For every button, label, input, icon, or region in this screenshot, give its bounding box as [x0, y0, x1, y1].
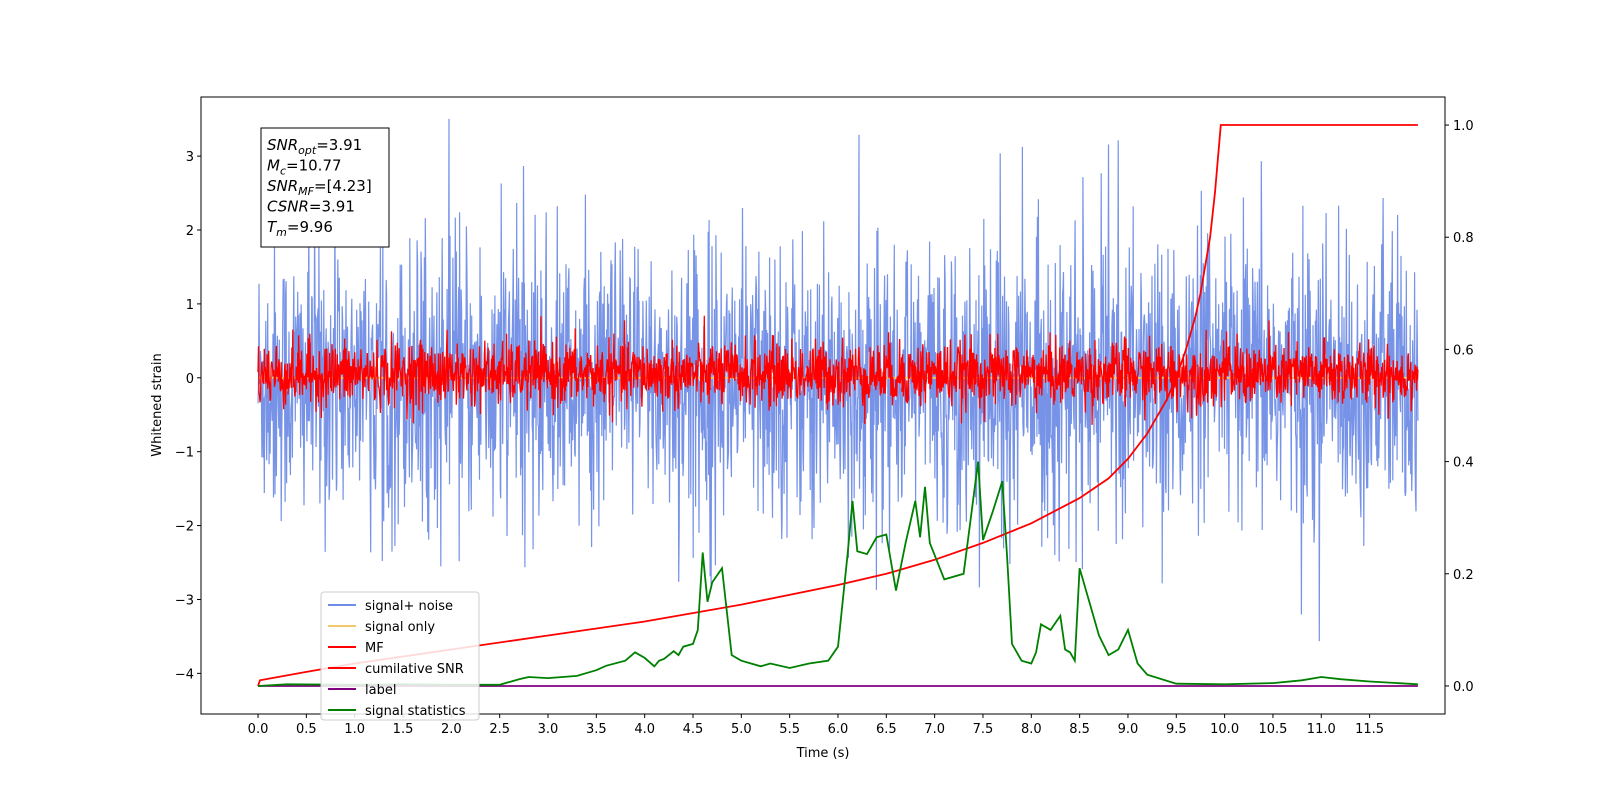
info-line: SNRMF=[4.23] — [267, 177, 372, 198]
legend-frame — [320, 591, 480, 721]
x-tick-label: 2.0 — [441, 722, 462, 737]
x-tick-label: 4.0 — [634, 722, 655, 737]
x-tick-label: 6.0 — [828, 722, 849, 737]
legend: signal+ noise signal only MF cumilative SNR… — [320, 591, 480, 721]
x-tick-label: 0.0 — [248, 722, 269, 737]
y-axis-label: Whitened strain — [150, 353, 165, 456]
y2-tick-label: 0.4 — [1453, 456, 1474, 471]
x-tick-label: 6.5 — [876, 722, 897, 737]
legend-label: label — [365, 683, 396, 698]
y2-tick-label: 0.6 — [1453, 343, 1474, 358]
y-tick-label: 2 — [186, 224, 194, 239]
x-tick-label: 11.5 — [1355, 722, 1384, 737]
y-tick-label: −2 — [175, 520, 194, 535]
series-cumilative-snr — [257, 124, 1418, 687]
x-tick-label: 5.0 — [731, 722, 752, 737]
y2-tick-label: 0.0 — [1453, 680, 1474, 695]
x-tick-label: 2.5 — [489, 722, 510, 737]
x-tick-label: 3.5 — [586, 722, 607, 737]
series-signal-statistics — [257, 461, 1418, 687]
x-tick-label: 8.0 — [1021, 722, 1042, 737]
y2-tick-label: 0.8 — [1453, 231, 1474, 246]
legend-label: signal only — [365, 620, 435, 635]
y2-tick-label: 1.0 — [1453, 119, 1474, 134]
y2-tick-label: 0.2 — [1453, 568, 1474, 583]
info-annotation: SNRopt=3.91Mc=10.77SNRMF=[4.23]CSNR=3.91… — [260, 127, 390, 248]
y-tick-label: 1 — [186, 298, 194, 313]
x-tick-label: 3.0 — [538, 722, 559, 737]
data-layer — [257, 118, 1419, 687]
y-tick-label: −1 — [175, 446, 194, 461]
y-tick-label: 3 — [186, 150, 194, 165]
y-tick-label: 0 — [186, 372, 194, 387]
info-box-frame — [260, 127, 390, 248]
info-line: Mc=10.77 — [267, 157, 342, 178]
x-tick-label: 7.5 — [973, 722, 994, 737]
x-tick-label: 7.0 — [924, 722, 945, 737]
info-line: CSNR=3.91 — [267, 198, 355, 216]
info-line: Tm=9.96 — [267, 218, 333, 239]
legend-label: MF — [365, 641, 384, 656]
legend-label: signal+ noise — [365, 599, 453, 614]
x-tick-label: 11.0 — [1307, 722, 1336, 737]
x-tick-label: 8.5 — [1069, 722, 1090, 737]
x-axis: 0.0 0.5 1.0 1.5 2.0 2.5 3.0 3.5 4.0 4.5 5.0 5.5 6.0 6… — [248, 714, 1384, 737]
y-tick-label: −3 — [175, 593, 194, 608]
legend-label: cumilative SNR — [365, 662, 464, 677]
y-tick-label: −4 — [175, 667, 194, 682]
series-mf — [257, 315, 1419, 425]
x-tick-label: 10.5 — [1258, 722, 1287, 737]
x-tick-label: 5.5 — [779, 722, 800, 737]
x-tick-label: 0.5 — [296, 722, 317, 737]
x-tick-label: 1.0 — [344, 722, 365, 737]
y-axis-right: 1.0 0.8 0.6 0.4 0.2 0.0 — [1445, 119, 1474, 695]
plot-frame — [200, 96, 1446, 715]
x-tick-label: 9.5 — [1166, 722, 1187, 737]
legend-label: signal statistics — [365, 704, 466, 719]
info-line: SNRopt=3.91 — [267, 136, 362, 157]
x-tick-label: 1.5 — [393, 722, 414, 737]
y-axis-left: 3 2 1 0 −1 −2 −3 −4 — [175, 150, 201, 682]
x-tick-label: 9.0 — [1118, 722, 1139, 737]
x-tick-label: 10.0 — [1210, 722, 1239, 737]
x-axis-label: Time (s) — [796, 746, 850, 761]
x-tick-label: 4.5 — [683, 722, 704, 737]
